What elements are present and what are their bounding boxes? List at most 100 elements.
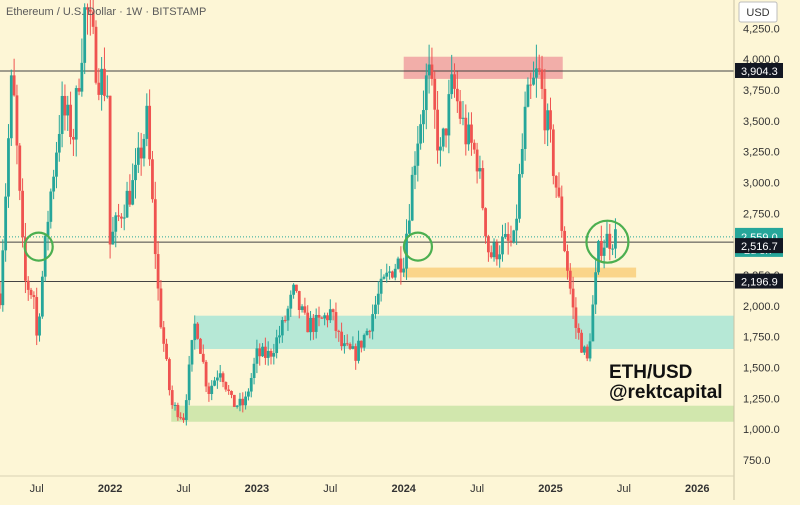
candle-body	[182, 417, 185, 421]
candle-body	[311, 317, 315, 332]
candle-body	[4, 196, 8, 251]
candle-body	[46, 221, 50, 236]
candle-body	[481, 168, 485, 209]
y-tick-label: 2,750.0	[743, 208, 780, 220]
candle-body	[374, 304, 377, 315]
candle-body	[77, 88, 81, 92]
candle-body	[585, 346, 589, 359]
candle-body	[252, 363, 256, 378]
zone-support_zone_green	[171, 405, 734, 422]
price-label-box	[735, 62, 783, 78]
candle-body	[66, 104, 70, 116]
x-tick-label: Jul	[323, 483, 337, 495]
candle-body	[309, 317, 312, 333]
candle-body	[413, 165, 417, 175]
x-tick-label: 2026	[685, 483, 709, 495]
candle-body	[134, 164, 137, 181]
candle-body	[568, 270, 572, 289]
x-tick-label: 2025	[538, 483, 562, 495]
candle-body	[241, 398, 245, 406]
candle-body	[26, 280, 30, 290]
candle-body	[173, 404, 177, 406]
y-tick-label: 3,250.0	[743, 147, 780, 159]
candle-body	[269, 350, 273, 357]
candle-body	[57, 133, 61, 153]
candle-body	[351, 346, 355, 349]
candle-body	[515, 218, 519, 231]
candle-body	[247, 391, 250, 397]
candle-body	[560, 196, 564, 231]
time-axis[interactable]: Jul 2022 Jul 2023 Jul 2024 Jul 2025 Jul 2026	[30, 483, 710, 495]
candle-body	[29, 289, 33, 296]
watermark-handle: @rektcapital	[609, 382, 723, 403]
candle-body	[49, 191, 53, 222]
candle-body	[69, 104, 72, 138]
candle-body	[105, 95, 109, 97]
candle-body	[574, 307, 578, 328]
candle-body	[103, 68, 106, 96]
candle-body	[91, 11, 95, 27]
candle-body	[526, 84, 530, 107]
candle-body	[156, 254, 160, 289]
candle-body	[430, 64, 434, 79]
candle-body	[323, 315, 327, 319]
candle-body	[365, 330, 369, 336]
candle-body	[506, 233, 510, 241]
candle-body	[520, 149, 524, 175]
candle-body	[427, 64, 431, 76]
candle-body	[362, 335, 366, 348]
candle-body	[131, 180, 135, 205]
candle-body	[461, 117, 465, 119]
candle-body	[537, 68, 541, 70]
x-tick-label: 2023	[245, 483, 269, 495]
candle-body	[503, 233, 507, 238]
candle-body	[399, 258, 403, 273]
highlight-circle	[402, 231, 434, 262]
candle-body	[557, 187, 561, 197]
candle-body	[458, 101, 462, 119]
candle-body	[210, 385, 214, 394]
candle-body	[55, 152, 58, 177]
candle-body	[588, 341, 592, 359]
candle-body	[80, 62, 84, 92]
candle-body	[611, 248, 615, 250]
candle-body	[43, 235, 47, 277]
candle-body	[467, 124, 471, 145]
candle-body	[232, 394, 236, 407]
currency-badge[interactable]	[738, 1, 778, 23]
candle-body	[495, 242, 499, 260]
x-tick-label: Jul	[617, 483, 631, 495]
y-tick-label: 3,500.0	[743, 116, 780, 128]
candle-body	[422, 110, 425, 125]
candle-body	[379, 278, 383, 294]
candle-body	[193, 323, 197, 341]
candle-body	[303, 306, 307, 313]
candle-body	[215, 377, 219, 381]
candle-body	[405, 233, 408, 269]
candle-body	[221, 373, 225, 383]
zone-support_zone_orange	[403, 267, 637, 278]
candle-body	[162, 327, 166, 344]
candle-body	[297, 291, 301, 310]
candle-body	[1, 250, 5, 306]
candle-body	[470, 124, 473, 143]
candle-body	[35, 297, 39, 336]
candle-body	[148, 105, 152, 160]
candle-body	[244, 396, 248, 406]
candle-body	[396, 258, 400, 269]
candle-body	[88, 9, 92, 12]
candle-body	[328, 309, 332, 321]
candle-body	[238, 398, 242, 406]
candle-body	[15, 95, 19, 146]
candle-body	[0, 293, 2, 306]
candle-body	[447, 94, 451, 136]
candle-body	[484, 208, 487, 237]
candle-body	[359, 340, 363, 348]
candle-body	[317, 314, 321, 318]
price-label-text: 2,196.9	[741, 277, 778, 289]
candle-body	[549, 110, 552, 130]
candle-body	[436, 109, 439, 151]
candle-body	[512, 230, 516, 242]
candle-body	[142, 138, 146, 159]
